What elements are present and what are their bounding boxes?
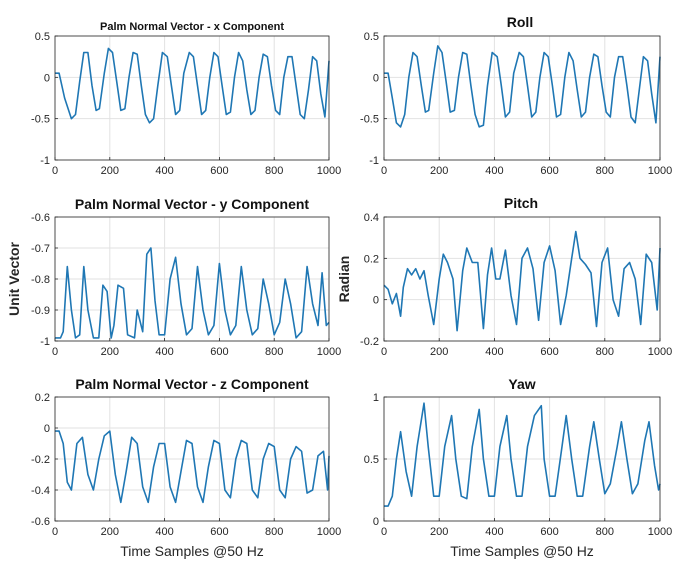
x-tick-label: 1000 [317, 165, 341, 177]
plot-area: 0 200 400 600 800 1000 0 0.5 1 [364, 392, 673, 538]
x-tick-label: 800 [265, 346, 283, 358]
x-tick-label: 200 [101, 526, 119, 538]
y-tick-label: 0.4 [364, 212, 379, 224]
y-axis-label: Unit Vector [6, 241, 22, 315]
chart-roll: Roll 0 200 400 600 800 1000 -1 -0.5 0 0.5 [360, 14, 672, 177]
x-tick-label: 1000 [648, 526, 672, 538]
y-axis-label: Radian [336, 256, 352, 303]
y-tick-label: -0.2 [31, 454, 50, 466]
x-tick-label: 200 [101, 346, 119, 358]
y-tick-label: -0.6 [31, 516, 50, 528]
y-tick-label: 1 [373, 392, 379, 404]
y-tick-label: -0.2 [360, 336, 379, 348]
chart-yaw: Yaw 0 200 400 600 800 1000 0 0.5 1 Time Samples … [364, 376, 673, 559]
series-line [384, 402, 661, 507]
series-line [384, 45, 661, 128]
chart-title: Palm Normal Vector - z Component [75, 376, 309, 392]
y-tick-label: -0.5 [360, 114, 379, 126]
series-line [383, 230, 661, 332]
chart-title: Palm Normal Vector - y Component [75, 196, 309, 212]
y-tick-label: 0.5 [35, 31, 50, 43]
x-tick-label: 1000 [648, 346, 672, 358]
y-tick-label: -1 [40, 155, 50, 167]
x-tick-label: 400 [155, 165, 173, 177]
axes-box [383, 35, 661, 161]
y-tick-label: -0.4 [31, 485, 50, 497]
y-tick-label: 0 [44, 72, 50, 84]
x-tick-label: 400 [155, 526, 173, 538]
y-tick-label: 0 [373, 516, 379, 528]
x-tick-label: 600 [210, 165, 228, 177]
x-tick-label: 200 [430, 346, 448, 358]
chart-palm-y: Palm Normal Vector - y Component 0 200 400… [6, 196, 341, 358]
y-tick-label: 0.2 [364, 253, 379, 265]
chart-palm-x: Palm Normal Vector - x Component 0 200 400… [31, 21, 341, 177]
x-axis-label: Time Samples @50 Hz [120, 543, 264, 559]
plot-background [384, 217, 660, 341]
x-tick-label: 200 [101, 165, 119, 177]
y-tick-label: -0.8 [31, 274, 50, 286]
x-tick-label: 800 [265, 526, 283, 538]
series-line [55, 430, 330, 504]
x-tick-label: 600 [540, 165, 558, 177]
x-tick-label: 600 [540, 526, 558, 538]
y-tick-label: -1 [369, 155, 379, 167]
axes-box [54, 35, 330, 161]
y-tick-label: 0 [373, 72, 379, 84]
x-tick-label: 200 [430, 165, 448, 177]
chart-title: Pitch [504, 195, 538, 211]
x-tick-label: 1000 [648, 165, 672, 177]
chart-palm-z: Palm Normal Vector - z Component 0 200 400… [31, 376, 341, 559]
plot-area: 0 200 400 600 800 1000 -0.6 -0.4 -0.2 0 0.2 [31, 392, 341, 538]
y-tick-label: 0.5 [364, 31, 379, 43]
x-tick-label: 0 [381, 346, 387, 358]
x-tick-label: 600 [540, 346, 558, 358]
x-tick-label: 600 [210, 346, 228, 358]
x-tick-label: 400 [485, 526, 503, 538]
y-tick-label: -1 [40, 336, 50, 348]
x-axis-label: Time Samples @50 Hz [450, 543, 594, 559]
x-tick-label: 400 [485, 165, 503, 177]
series-line [55, 47, 330, 124]
plot-area: 0 200 400 600 800 1000 -1 -0.5 0 0.5 [360, 31, 672, 177]
axes-box [383, 216, 661, 342]
y-tick-label: 0.5 [364, 454, 379, 466]
plot-area: 0 200 400 600 800 1000-0.200.20.4 [360, 212, 672, 358]
y-tick-label: -0.6 [31, 212, 50, 224]
y-tick-label: -0.7 [31, 243, 50, 255]
x-tick-label: 0 [381, 165, 387, 177]
x-tick-label: 800 [596, 526, 614, 538]
x-tick-label: 400 [485, 346, 503, 358]
x-tick-label: 800 [265, 165, 283, 177]
x-tick-label: 0 [52, 346, 58, 358]
x-tick-label: 0 [52, 526, 58, 538]
y-tick-label: -0.9 [31, 305, 50, 317]
y-tick-label: 0.2 [35, 392, 50, 404]
x-tick-label: 600 [210, 526, 228, 538]
x-tick-label: 800 [596, 165, 614, 177]
x-tick-label: 200 [430, 526, 448, 538]
x-tick-label: 0 [52, 165, 58, 177]
series-line [55, 247, 330, 339]
x-tick-label: 400 [155, 346, 173, 358]
x-tick-label: 1000 [317, 526, 341, 538]
y-tick-label: -0.5 [31, 114, 50, 126]
chart-pitch: Pitch 0 200 400 600 800 1000-0.200.20.4 Radia… [336, 195, 672, 358]
chart-title: Yaw [508, 376, 535, 392]
x-tick-label: 800 [596, 346, 614, 358]
chart-title: Roll [507, 14, 533, 30]
chart-title: Palm Normal Vector - x Component [100, 21, 284, 33]
plot-area: 0 200 400 600 800 1000 -1 -0.5 0 0.5 [31, 31, 341, 177]
y-tick-label: 0 [373, 295, 379, 307]
plot-area: 0 200 400 600 800 1000 -1 -0.9 -0.8 -0.7 -0.6 [31, 212, 341, 358]
x-tick-label: 0 [381, 526, 387, 538]
y-tick-label: 0 [44, 423, 50, 435]
x-tick-label: 1000 [317, 346, 341, 358]
